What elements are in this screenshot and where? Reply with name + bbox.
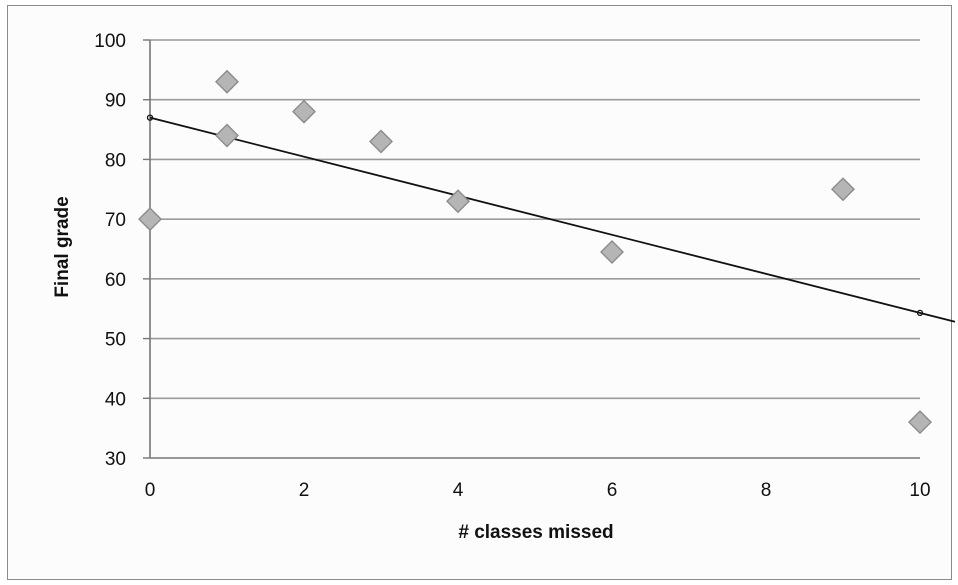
data-point-7	[831, 177, 855, 202]
data-point-3	[292, 99, 316, 124]
y-tick-label-50: 50	[105, 330, 126, 351]
y-axis-title: Final grade	[52, 196, 73, 297]
trendline-group	[146, 114, 956, 323]
y-tick-label-30: 30	[105, 449, 126, 470]
y-tick-label-70: 70	[105, 210, 126, 231]
axes	[143, 39, 920, 459]
data-points	[138, 69, 932, 435]
x-tick-label-8: 8	[761, 480, 772, 501]
y-tick-label-60: 60	[105, 270, 126, 291]
gridlines	[150, 39, 920, 400]
data-point-6	[600, 239, 624, 264]
x-axis-title: # classes missed	[458, 522, 613, 543]
x-tick-label-0: 0	[145, 480, 156, 501]
tick-labels: 30 40 50 60 70 80 90 100 0 2 4 6 8 10	[94, 31, 930, 501]
trendline	[149, 116, 956, 323]
data-point-1	[215, 69, 239, 94]
data-point-4	[369, 129, 393, 154]
trendline-start-marker	[146, 114, 154, 121]
x-tick-label-6: 6	[607, 480, 618, 501]
y-tick-label-100: 100	[94, 31, 126, 52]
data-point-5	[446, 189, 470, 214]
data-point-8	[908, 410, 932, 435]
x-tick-label-4: 4	[453, 480, 464, 501]
x-tick-label-10: 10	[909, 480, 930, 501]
x-tick-label-2: 2	[299, 480, 310, 501]
data-point-0	[138, 207, 162, 232]
y-tick-label-40: 40	[105, 389, 126, 410]
data-point-2	[215, 123, 239, 148]
chart-frame	[7, 5, 952, 580]
y-tick-label-90: 90	[105, 91, 126, 112]
trendline-end-marker	[916, 309, 924, 317]
y-tick-label-80: 80	[105, 150, 126, 171]
